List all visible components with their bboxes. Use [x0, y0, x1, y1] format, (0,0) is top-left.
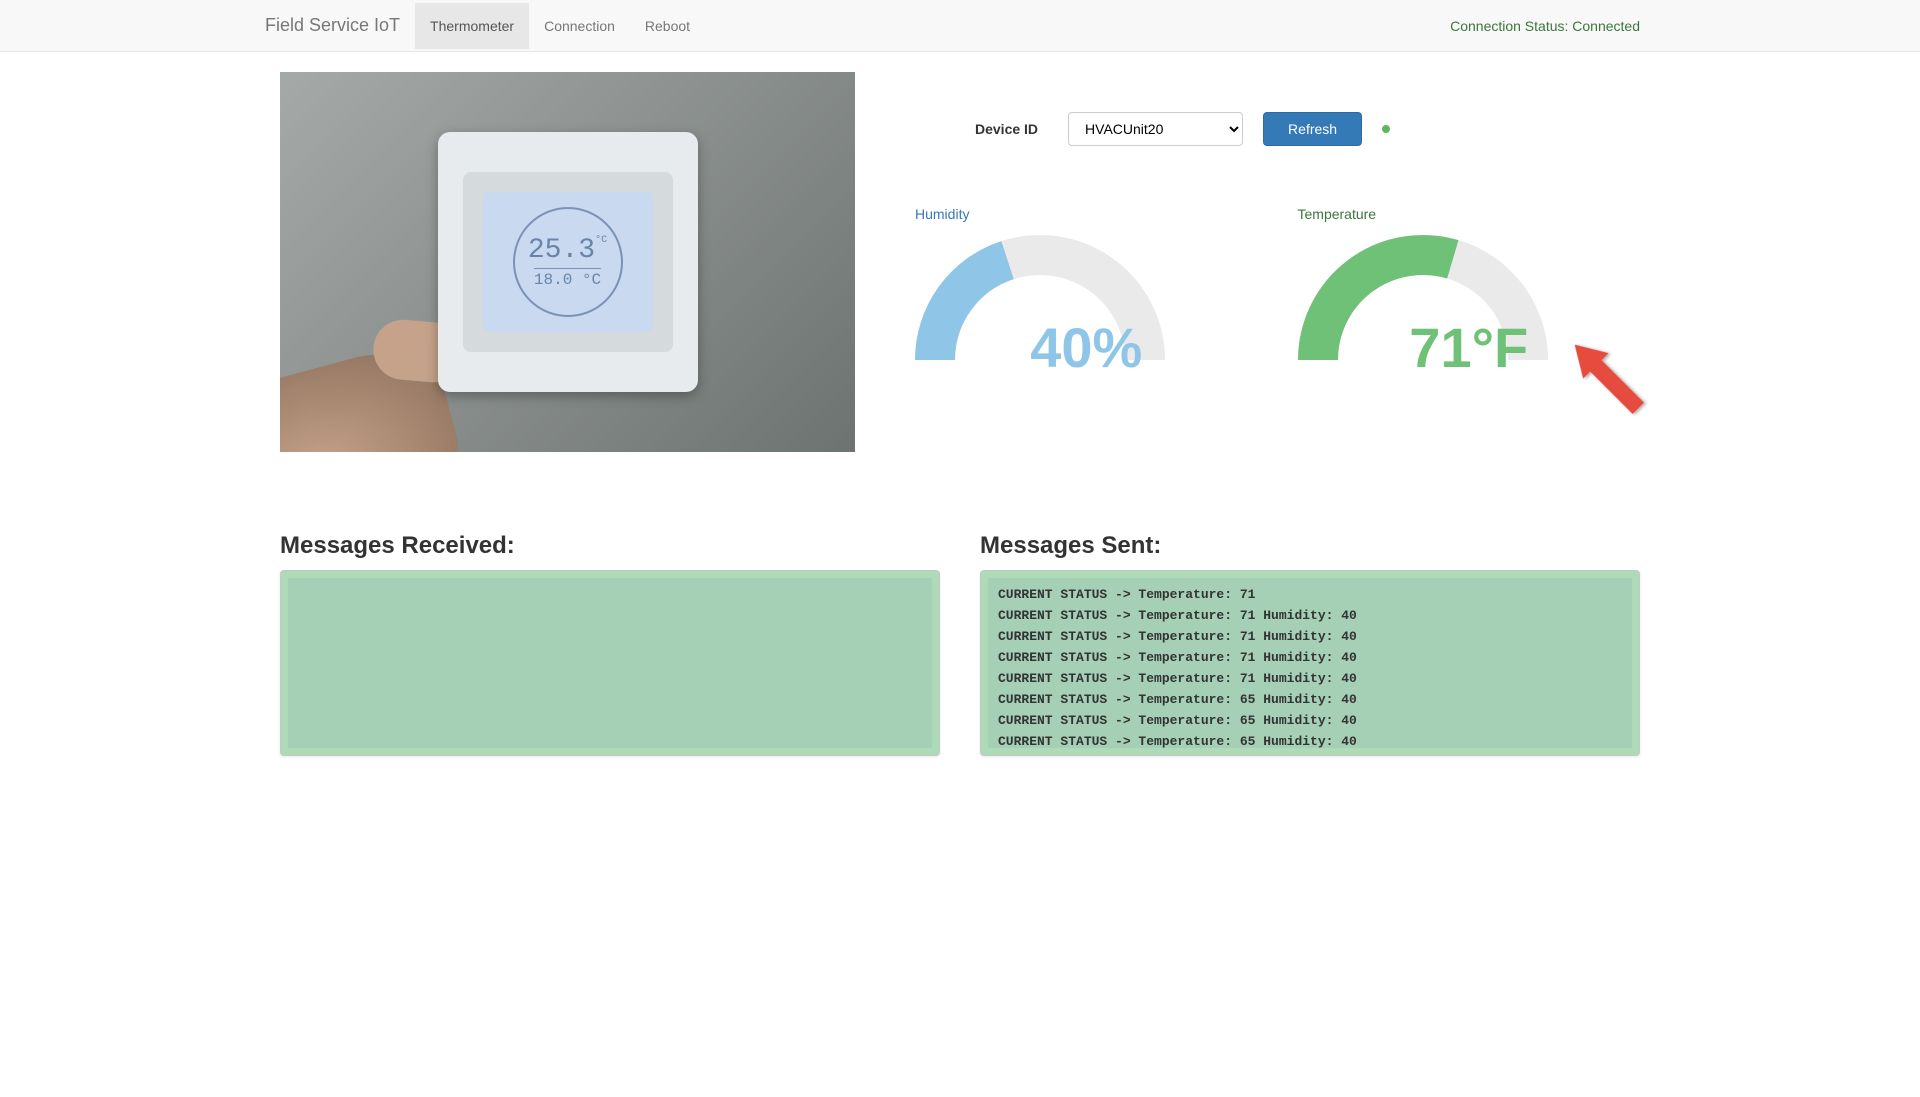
message-line: CURRENT STATUS -> Temperature: 71 — [998, 584, 1622, 605]
tab-thermometer[interactable]: Thermometer — [415, 3, 529, 49]
device-controls-row: Device ID HVACUnit20 Refresh — [915, 112, 1640, 146]
humidity-gauge: Humidity 40% — [915, 206, 1258, 370]
device-id-select[interactable]: HVACUnit20 — [1068, 112, 1243, 146]
tab-connection[interactable]: Connection — [529, 3, 630, 49]
navbar: Field Service IoT Thermometer Connection… — [0, 0, 1920, 52]
thermostat-sub-unit: °C — [582, 271, 601, 289]
message-line: CURRENT STATUS -> Temperature: 65 Humidi… — [998, 689, 1622, 710]
messages-sent-wrapper: CURRENT STATUS -> Temperature: 71CURRENT… — [980, 570, 1640, 756]
messages-received-heading: Messages Received: — [280, 532, 940, 560]
thermostat-inner-frame: 25.3°C 18.0 °C — [463, 172, 673, 352]
messages-sent-box[interactable]: CURRENT STATUS -> Temperature: 71CURRENT… — [988, 578, 1632, 748]
thermostat-display-circle: 25.3°C 18.0 °C — [513, 207, 623, 317]
thermostat-screen: 25.3°C 18.0 °C — [483, 192, 653, 332]
connection-status-value: Connected — [1572, 18, 1640, 34]
arrow-icon — [1562, 332, 1651, 421]
status-indicator-dot — [1382, 125, 1390, 133]
connection-status-label: Connection Status: — [1450, 18, 1568, 34]
refresh-button[interactable]: Refresh — [1263, 112, 1362, 146]
temperature-gauge: Temperature 71°F — [1298, 206, 1641, 370]
navbar-brand[interactable]: Field Service IoT — [265, 0, 415, 51]
thermostat-image: 25.3°C 18.0 °C — [280, 72, 855, 452]
message-line: CURRENT STATUS -> Temperature: 71 Humidi… — [998, 668, 1622, 689]
thermostat-main-value: 25.3 — [528, 235, 595, 266]
thermostat-bezel: 25.3°C 18.0 °C — [438, 132, 698, 392]
messages-received-box[interactable] — [288, 578, 932, 748]
messages-received-panel: Messages Received: — [280, 532, 940, 756]
message-line: CURRENT STATUS -> Temperature: 71 Humidi… — [998, 647, 1622, 668]
humidity-gauge-title: Humidity — [915, 206, 1258, 222]
thermostat-main-unit: °C — [595, 235, 607, 246]
thermostat-image-panel: 25.3°C 18.0 °C — [280, 72, 855, 452]
messages-sent-heading: Messages Sent: — [980, 532, 1640, 560]
temperature-gauge-value: 71°F — [1409, 315, 1528, 380]
tab-reboot[interactable]: Reboot — [630, 3, 705, 49]
message-line: CURRENT STATUS -> Temperature: 71 Humidi… — [998, 626, 1622, 647]
messages-sent-panel: Messages Sent: CURRENT STATUS -> Tempera… — [980, 532, 1640, 756]
device-id-label: Device ID — [975, 121, 1038, 137]
thermostat-main-temp: 25.3°C — [528, 235, 607, 266]
message-line: CURRENT STATUS -> Temperature: 71 Humidi… — [998, 605, 1622, 626]
messages-received-wrapper — [280, 570, 940, 756]
temperature-gauge-title: Temperature — [1298, 206, 1641, 222]
gauges-row: Humidity 40% Temperature 71°F — [915, 206, 1640, 370]
message-line: CURRENT STATUS -> Temperature: 65 Humidi… — [998, 710, 1622, 731]
humidity-gauge-value: 40% — [1030, 315, 1142, 380]
message-line: CURRENT STATUS -> Temperature: 65 Humidi… — [998, 731, 1622, 748]
arrow-annotation — [1550, 320, 1670, 440]
thermostat-sub-temp: 18.0 °C — [534, 268, 601, 289]
navbar-tabs: Thermometer Connection Reboot — [415, 3, 705, 49]
connection-status: Connection Status: Connected — [1435, 3, 1655, 49]
thermostat-sub-value: 18.0 — [534, 271, 572, 289]
